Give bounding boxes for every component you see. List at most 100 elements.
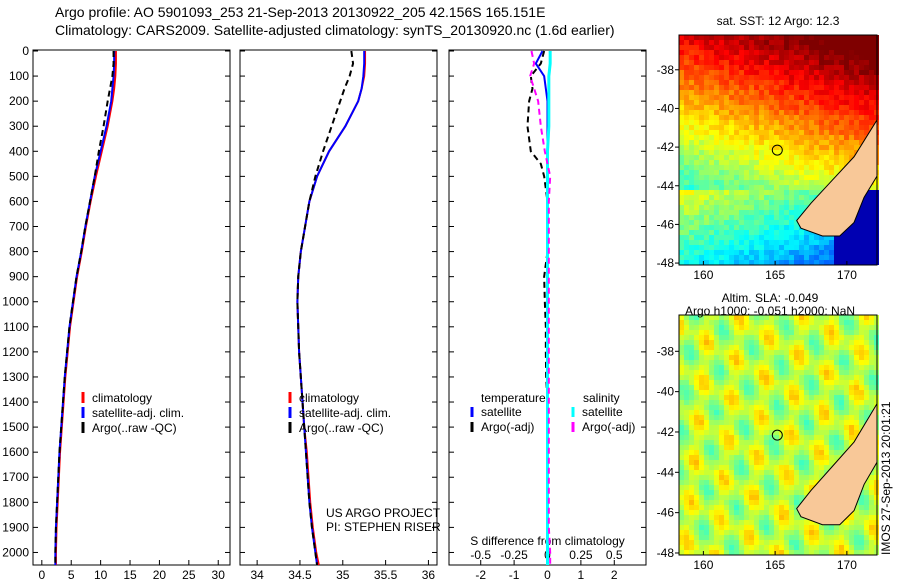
x-tick-label: -2 [475,568,486,580]
map-cell [744,375,749,380]
map-cell [694,365,699,370]
map-cell [699,250,704,255]
map-cell [714,435,719,440]
x-tick-label: 170 [837,268,857,282]
map-cell [769,400,774,405]
map-cell [744,230,749,235]
y-tick-label: 400 [9,144,29,158]
map-cell [799,320,804,325]
map-cell [799,355,804,360]
map-cell [784,45,789,50]
map-cell [789,510,794,515]
map-cell [784,150,789,155]
map-cell [759,225,764,230]
map-cell [789,160,794,165]
map-cell [804,130,809,135]
map-cell [744,440,749,445]
argo-position-marker [771,429,783,441]
map-cell [784,55,789,60]
map-cell [789,430,794,435]
map-cell [754,210,759,215]
map-cell [729,65,734,70]
map-cell [754,355,759,360]
map-cell [729,370,734,375]
map-cell [774,455,779,460]
map-cell [839,425,844,430]
map-cell [849,360,854,365]
map-cell [774,495,779,500]
map-cell [779,465,784,470]
map-cell [714,90,719,95]
map-cell [714,80,719,85]
map-cell [754,345,759,350]
map-cell [794,225,799,230]
map-cell [864,490,869,495]
map-cell [839,355,844,360]
map-cell [679,100,684,105]
map-cell [694,170,699,175]
map-cell [699,235,704,240]
map-cell [869,530,874,535]
map-cell [824,455,829,460]
map-cell [869,125,874,130]
map-cell [739,505,744,510]
map-cell [829,400,834,405]
map-cell [794,465,799,470]
map-cell [749,55,754,60]
map-cell [789,350,794,355]
map-cell [744,140,749,145]
map-cell [769,175,774,180]
map-cell [799,180,804,185]
map-cell [724,320,729,325]
map-cell [859,355,864,360]
map-cell [789,395,794,400]
map-cell [824,380,829,385]
map-cell [819,65,824,70]
map-cell [724,455,729,460]
map-cell [749,35,754,40]
map-cell [694,455,699,460]
map-cell [854,420,859,425]
map-cell [809,320,814,325]
map-cell [719,160,724,165]
map-cell [779,400,784,405]
map-cell [844,370,849,375]
map-cell [779,420,784,425]
map-cell [679,480,684,485]
map-cell [794,330,799,335]
map-cell [814,445,819,450]
map-cell [689,125,694,130]
map-cell [834,75,839,80]
map-cell [694,350,699,355]
map-cell [739,230,744,235]
map-cell [854,505,859,510]
map-cell [759,505,764,510]
map-cell [799,65,804,70]
map-cell [809,540,814,545]
map-cell [699,390,704,395]
map-cell [724,130,729,135]
temperature-frame [32,49,231,566]
map-cell [784,500,789,505]
map-cell [769,365,774,370]
map-cell [719,510,724,515]
map-cell [759,175,764,180]
map-cell [764,115,769,120]
map-cell [819,255,824,260]
map-cell [819,260,824,265]
map-cell [694,145,699,150]
map-cell [719,240,724,245]
map-cell [809,250,814,255]
map-cell [794,400,799,405]
map-cell [844,520,849,525]
map-cell [839,405,844,410]
map-cell [754,150,759,155]
map-cell [774,60,779,65]
map-cell [699,70,704,75]
map-cell [754,525,759,530]
map-cell [744,200,749,205]
map-cell [704,55,709,60]
map-cell [799,520,804,525]
map-cell [839,80,844,85]
legend-label: satellite-adj. clim. [299,406,391,420]
